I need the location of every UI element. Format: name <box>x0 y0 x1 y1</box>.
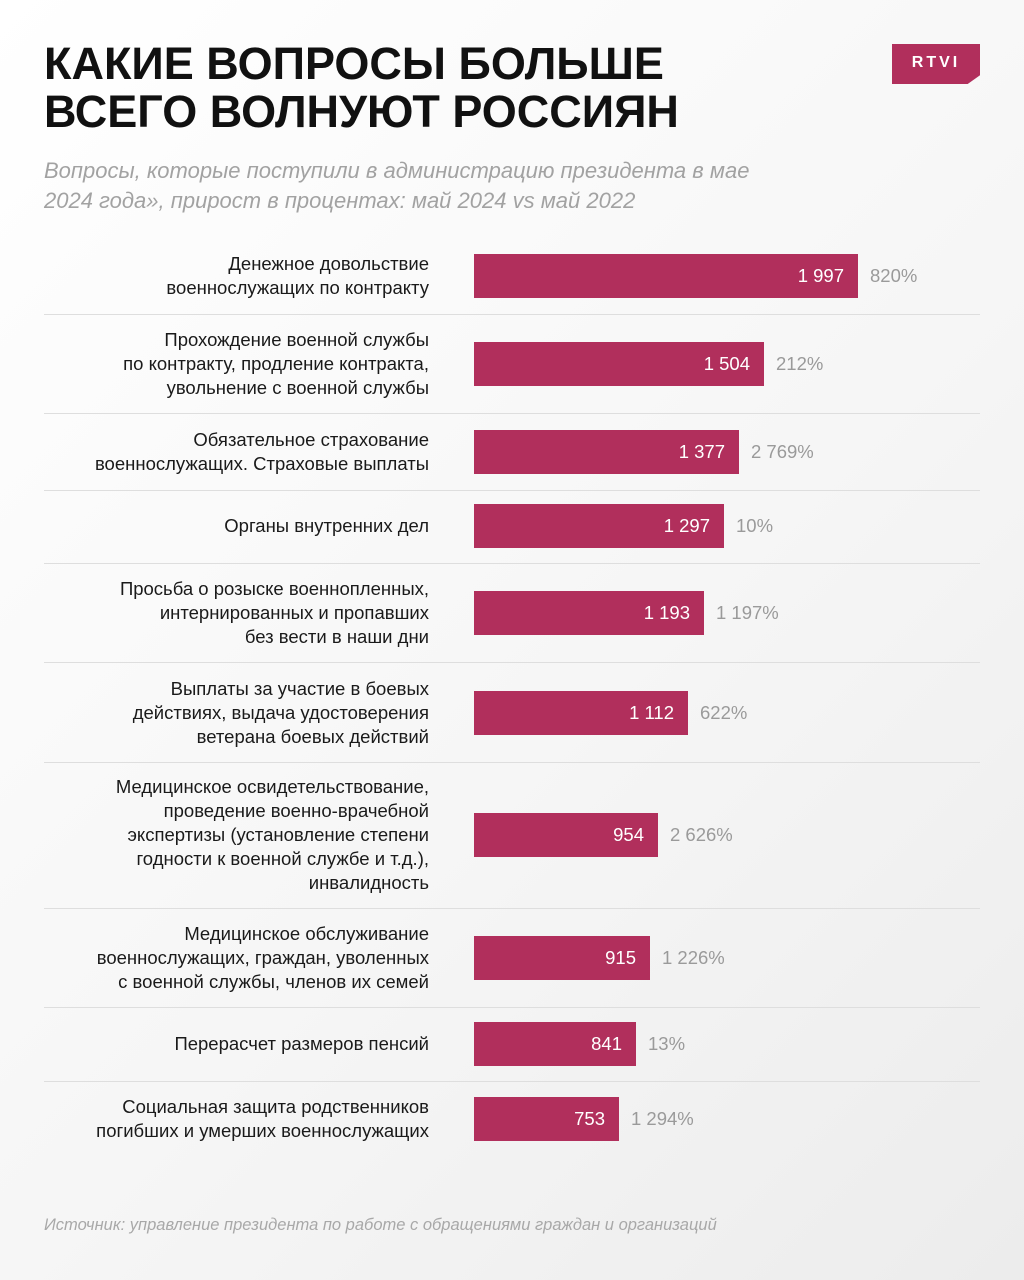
growth-percent-label: 212% <box>776 353 824 374</box>
title-line: ВСЕГО ВОЛНУЮТ РОССИЯН <box>44 86 679 137</box>
row-divider <box>44 314 980 315</box>
bar: 1 297 <box>474 504 724 548</box>
bar-value-label: 1 377 <box>678 441 725 462</box>
category-label: Обязательное страхование военнослужащих. … <box>44 428 429 476</box>
category-label: Органы внутренних дел <box>44 514 429 538</box>
category-label-line: военнослужащих по контракту <box>166 277 429 298</box>
bar-value-label: 915 <box>605 947 636 968</box>
growth-percent-label: 1 226% <box>662 947 725 968</box>
row-divider <box>44 563 980 564</box>
bar-value-label: 841 <box>591 1033 622 1054</box>
row-divider <box>44 662 980 663</box>
category-label-line: без вести в наши дни <box>244 626 429 647</box>
subtitle-line: 2024 года», прирост в процентах: май 202… <box>44 188 636 213</box>
bar: 1 504 <box>474 342 764 386</box>
category-label-line: Выплаты за участие в боевых <box>170 678 429 699</box>
category-label-line: годности к военной службе и т.д.), <box>136 848 429 869</box>
bar: 1 193 <box>474 591 704 635</box>
category-label-line: Перерасчет размеров пенсий <box>174 1033 429 1054</box>
category-label: Денежное довольствие военнослужащих по ко… <box>44 252 429 300</box>
row-divider <box>44 1081 980 1082</box>
category-label-line: Медицинское обслуживание <box>184 923 429 944</box>
growth-percent-label: 2 769% <box>751 441 814 462</box>
category-label: Просьба о розыске военнопленных, интернир… <box>44 577 429 649</box>
row-divider <box>44 413 980 414</box>
category-label: Выплаты за участие в боевых действиях, вы… <box>44 677 429 749</box>
bar-value-label: 1 997 <box>797 265 844 286</box>
source-note: Источник: управление президента по работ… <box>44 1216 717 1234</box>
title-line: КАКИЕ ВОПРОСЫ БОЛЬШЕ <box>44 38 664 89</box>
growth-percent-label: 1 294% <box>631 1108 694 1129</box>
bar: 753 <box>474 1097 619 1141</box>
category-label-line: по контракту, продление контракта, <box>123 353 429 374</box>
category-label-line: военнослужащих. Страховые выплаты <box>94 453 429 474</box>
bar-value-label: 1 297 <box>663 515 710 536</box>
bar: 1 997 <box>474 254 858 298</box>
category-label-line: военнослужащих, граждан, уволенных <box>96 947 429 968</box>
growth-percent-label: 10% <box>736 515 774 536</box>
category-label: Перерасчет размеров пенсий <box>44 1032 429 1056</box>
category-label-line: Органы внутренних дел <box>224 515 429 536</box>
category-label-line: Медицинское освидетельствование, <box>115 776 429 797</box>
bar-value-label: 1 504 <box>703 353 750 374</box>
category-label-line: с военной службы, членов их семей <box>118 971 429 992</box>
category-label-line: экспертизы (установление степени <box>127 824 429 845</box>
bar-value-label: 1 112 <box>629 702 674 723</box>
category-label: Прохождение военной службы по контракту, … <box>44 328 429 400</box>
rtvi-logo: RTVI <box>892 44 980 84</box>
row-divider <box>44 908 980 909</box>
growth-percent-label: 13% <box>648 1033 686 1054</box>
bar-value-label: 753 <box>574 1108 605 1129</box>
category-label-line: Обязательное страхование <box>193 429 429 450</box>
growth-percent-label: 1 197% <box>716 602 779 623</box>
bar: 841 <box>474 1022 636 1066</box>
category-label-line: ветерана боевых действий <box>196 726 429 747</box>
row-divider <box>44 490 980 491</box>
bar-value-label: 954 <box>613 824 644 845</box>
category-label-line: интернированных и пропавших <box>159 602 429 623</box>
bar-value-label: 1 193 <box>643 602 690 623</box>
growth-percent-label: 820% <box>870 265 918 286</box>
bar: 915 <box>474 936 650 980</box>
growth-percent-label: 622% <box>700 702 748 723</box>
category-label-line: Просьба о розыске военнопленных, <box>119 578 429 599</box>
category-label-line: Денежное довольствие <box>228 253 429 274</box>
row-divider <box>44 1007 980 1008</box>
growth-percent-label: 2 626% <box>670 824 733 845</box>
category-label-line: действиях, выдача удостоверения <box>132 702 429 723</box>
bar: 954 <box>474 813 658 857</box>
category-label-line: увольнение с военной службы <box>166 377 429 398</box>
category-label-line: проведение военно-врачебной <box>163 800 429 821</box>
category-label-line: инвалидность <box>308 872 429 893</box>
category-label-line: Социальная защита родственников <box>122 1096 429 1117</box>
bar: 1 377 <box>474 430 739 474</box>
subtitle: Вопросы, которые поступили в администрац… <box>44 156 864 216</box>
subtitle-line: Вопросы, которые поступили в администрац… <box>44 158 750 183</box>
category-label: Медицинское обслуживание военнослужащих, … <box>44 922 429 994</box>
page-title: КАКИЕ ВОПРОСЫ БОЛЬШЕ ВСЕГО ВОЛНУЮТ РОССИ… <box>44 40 679 136</box>
row-divider <box>44 762 980 763</box>
category-label-line: погибших и умерших военнослужащих <box>96 1120 429 1141</box>
category-label: Социальная защита родственников погибших … <box>44 1095 429 1143</box>
bar: 1 112 <box>474 691 688 735</box>
category-label: Медицинское освидетельствование, проведен… <box>44 775 429 895</box>
category-label-line: Прохождение военной службы <box>164 329 429 350</box>
